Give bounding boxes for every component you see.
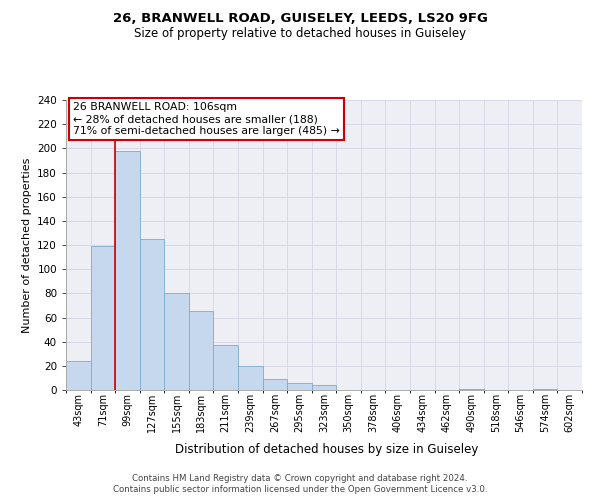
Bar (238, 366, 263, 390)
Text: 26, BRANWELL ROAD, GUISELEY, LEEDS, LS20 9FG: 26, BRANWELL ROAD, GUISELEY, LEEDS, LS20… (113, 12, 487, 26)
Text: Distribution of detached houses by size in Guiseley: Distribution of detached houses by size … (175, 442, 479, 456)
Bar (312, 385, 336, 390)
Bar (214, 346, 238, 390)
Bar (66, 361, 91, 390)
Bar (164, 294, 189, 390)
Text: Contains HM Land Registry data © Crown copyright and database right 2024.: Contains HM Land Registry data © Crown c… (132, 474, 468, 483)
Text: Contains public sector information licensed under the Open Government Licence v3: Contains public sector information licen… (113, 485, 487, 494)
Bar (140, 239, 164, 390)
Bar (115, 151, 140, 390)
Text: 26 BRANWELL ROAD: 106sqm
← 28% of detached houses are smaller (188)
71% of semi-: 26 BRANWELL ROAD: 106sqm ← 28% of detach… (73, 102, 340, 136)
Y-axis label: Number of detached properties: Number of detached properties (22, 158, 32, 332)
Bar (263, 379, 287, 390)
Bar (459, 389, 484, 390)
Bar (533, 389, 557, 390)
Bar (189, 312, 214, 390)
Bar (287, 383, 312, 390)
Text: Size of property relative to detached houses in Guiseley: Size of property relative to detached ho… (134, 28, 466, 40)
Bar (91, 246, 115, 390)
